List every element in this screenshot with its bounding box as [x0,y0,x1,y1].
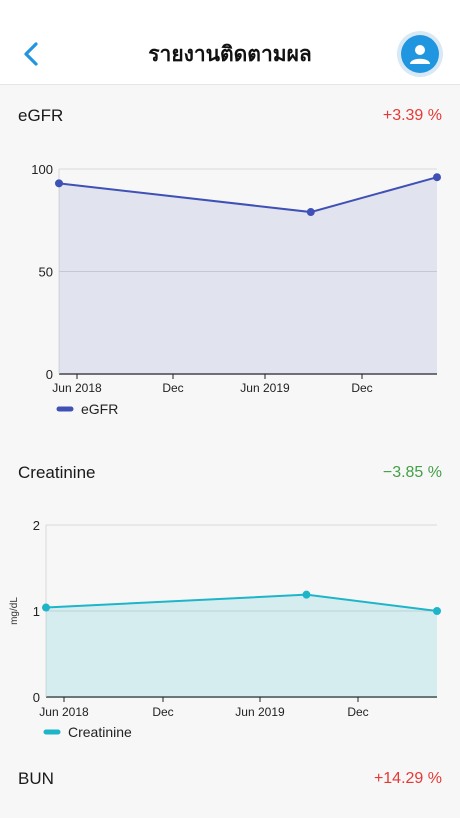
profile-button[interactable] [397,31,443,77]
x-tick-label: Jun 2018 [39,705,89,719]
back-button[interactable] [16,36,46,72]
data-point [55,179,63,188]
section-title: eGFR [18,106,64,125]
y-tick-label: 0 [46,367,53,382]
page-title: รายงานติดตามผล [148,42,312,66]
x-tick-label: Jun 2019 [240,381,290,395]
y-tick-label: 2 [33,518,40,533]
x-tick-label: Dec [351,381,372,395]
change-percent: +14.29 % [373,770,442,787]
change-percent: +3.39 % [382,107,442,124]
change-percent: −3.85 % [382,464,442,481]
data-point [42,603,50,612]
section-title: BUN [18,769,54,788]
data-point [306,208,315,217]
series-area [46,594,437,697]
data-point [433,607,441,615]
legend-label: eGFR [81,401,118,417]
user-icon [401,35,439,73]
data-point [433,173,441,182]
egfr-section-header: eGFR +3.39 % [18,106,442,126]
x-tick-label: Dec [347,705,368,719]
bun-section-header: BUN +14.29 % [18,769,442,789]
y-tick-label: 0 [33,690,40,705]
x-tick-label: Dec [162,381,183,395]
x-tick-label: Dec [152,705,173,719]
y-axis-label: mg/dL [9,597,20,625]
y-tick-label: 1 [33,604,40,619]
chevron-left-icon [24,42,38,66]
section-title: Creatinine [18,463,96,482]
app-header: รายงานติดตามผล [0,0,460,85]
series-area [59,177,437,374]
egfr-chart: 0 50 100 Jun 2018 Dec Jun 2019 Dec eGFR [31,162,441,417]
x-tick-label: Jun 2019 [235,705,285,719]
x-tick-label: Jun 2018 [52,381,102,395]
creatinine-section-header: Creatinine −3.85 % [18,463,442,483]
legend-label: Creatinine [68,724,132,740]
y-tick-label: 50 [39,265,53,280]
data-point [302,590,311,599]
y-tick-label: 100 [31,162,53,177]
creatinine-chart: 0 1 2 Jun 2018 Dec Jun 2019 Dec mg/dL Creatinine [9,518,441,740]
